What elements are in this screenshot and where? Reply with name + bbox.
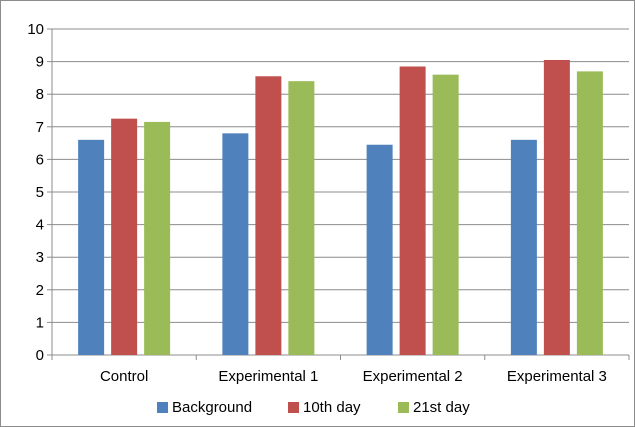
bar-21st-day [432, 74, 459, 355]
bar-background [366, 144, 393, 355]
gridlines [52, 28, 629, 356]
y-tick-label: 5 [36, 184, 44, 201]
bar-background [510, 139, 537, 355]
y-tick-label: 7 [36, 119, 44, 136]
bar-21st-day [576, 71, 603, 355]
legend-item: 21st day [398, 399, 470, 416]
legend-label: 21st day [413, 399, 470, 416]
y-tick-label: 6 [36, 151, 44, 168]
y-tick-label: 2 [36, 282, 44, 299]
legend-label: 10th day [303, 399, 361, 416]
legend-label: Background [172, 399, 252, 416]
bars [78, 59, 603, 356]
legend-swatch [288, 402, 299, 413]
x-category-label: Experimental 2 [363, 368, 463, 385]
legend-swatch [157, 402, 168, 413]
legend-item: 10th day [288, 399, 361, 416]
y-tick-label: 8 [36, 86, 44, 103]
x-category-label: Experimental 3 [507, 368, 607, 385]
x-category-label: Experimental 1 [218, 368, 318, 385]
axis-labels: 0 1 2 3 4 5 6 7 8 9 10 Control Experimental 1 Experim… [27, 21, 607, 385]
bar-21st-day [144, 121, 171, 355]
bar-background [222, 133, 249, 355]
bar-10th-day [543, 59, 570, 355]
y-tick-label: 3 [36, 249, 44, 266]
legend-swatch [398, 402, 409, 413]
y-tick-label: 10 [27, 21, 44, 38]
legend-item: Background [157, 399, 252, 416]
bar-21st-day [288, 81, 315, 355]
bar-10th-day [111, 118, 138, 356]
y-tick-label: 4 [36, 217, 44, 234]
y-tick-label: 1 [36, 314, 44, 331]
bar-10th-day [399, 66, 426, 356]
bar-10th-day [255, 76, 282, 356]
y-tick-label: 0 [36, 347, 44, 364]
x-category-label: Control [100, 368, 148, 385]
y-tick-label: 9 [36, 54, 44, 71]
bar-background [78, 139, 105, 355]
legend: Background 10th day 21st day [157, 399, 470, 416]
